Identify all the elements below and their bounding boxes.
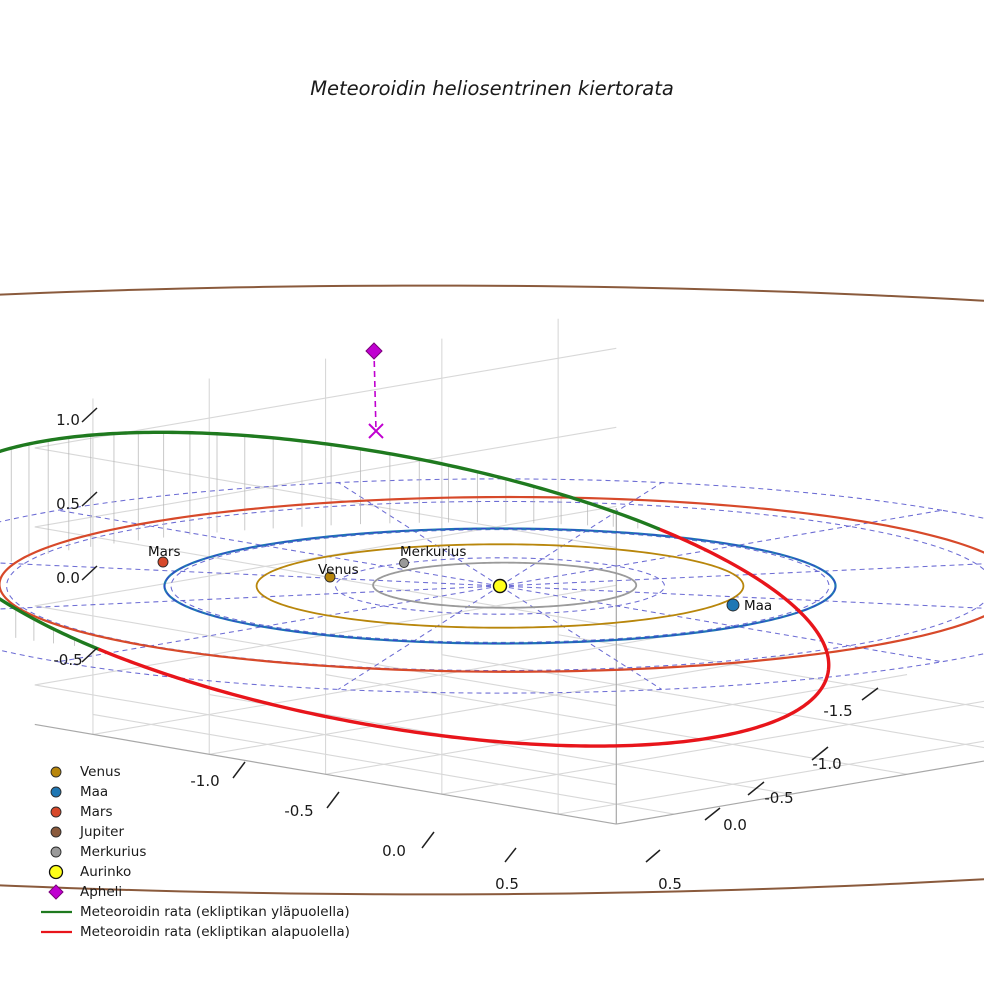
aphelion-drop-line [373, 350, 377, 432]
x-tick-2: -1.0 [190, 772, 219, 790]
legend-marker-dot [50, 826, 62, 838]
body-marker-aurinko [492, 578, 508, 594]
legend-label: Meteoroidin rata (ekliptikan alapuolella… [80, 924, 350, 940]
z-tick-2: 0.0 [56, 569, 80, 587]
legend-label: Mars [80, 804, 113, 820]
legend-item-venus[interactable]: Venus [50, 764, 121, 780]
body-marker-merkurius [399, 558, 409, 568]
body-label-mars: Mars [148, 544, 181, 560]
aphelion-marker [365, 342, 383, 360]
legend-item-maa[interactable]: Maa [50, 784, 108, 800]
legend-marker-sun [48, 864, 64, 880]
legend-label: Merkurius [80, 844, 146, 860]
body-marker-maa [726, 598, 740, 612]
legend-label: Jupiter [79, 824, 124, 840]
legend-label: Maa [80, 784, 108, 800]
z-tick-3: -0.5 [53, 651, 82, 669]
body-marker-mars [157, 556, 169, 568]
x-tick-1: -0.5 [284, 802, 313, 820]
legend-label: Meteoroidin rata (ekliptikan yläpuolella… [80, 904, 350, 920]
axis-tick-labels: 1.0 0.5 0.0 -0.5 0.0 -0.5 -1.0 0.0 -0.5 -1.0 -1.5 0… [53, 407, 879, 893]
legend-label: Venus [80, 764, 121, 780]
x-tick-0: 0.0 [382, 842, 406, 860]
legend-label: Aurinko [80, 864, 131, 880]
body-label-maa: Maa [744, 598, 772, 614]
legend-item-aurinko[interactable]: Aurinko [48, 864, 132, 880]
y-tick-3: -1.5 [823, 702, 852, 720]
legend-marker-diamond [48, 884, 64, 900]
y-tick-2: -1.0 [812, 755, 841, 773]
aphelion-group [365, 342, 384, 439]
legend-item-jupiter[interactable]: Jupiter [50, 824, 124, 840]
legend-marker-dot [50, 806, 62, 818]
page-title: Meteoroidin heliosentrinen kiertorata [310, 77, 674, 100]
polar-grid [0, 478, 984, 694]
body-label-merkurius: Merkurius [400, 544, 466, 560]
y-tick-1: -0.5 [764, 789, 793, 807]
legend-marker-dot [50, 846, 62, 858]
body-label-venus: Venus [318, 562, 359, 578]
legend-item-mars[interactable]: Mars [50, 804, 113, 820]
orbit-stem-lines [10, 432, 639, 646]
legend-item-merkurius[interactable]: Merkurius [50, 844, 146, 860]
z-tick-0: 1.0 [56, 411, 80, 429]
legend-label: Apheli [80, 884, 122, 900]
y-tick-extra-0: 0.5 [658, 875, 682, 893]
legend-marker-dot [50, 766, 62, 778]
y-tick-0: 0.0 [723, 816, 747, 834]
aphelion-projection-cross [368, 423, 384, 439]
legend-marker-dot [50, 786, 62, 798]
x-tick-extra-0: 0.5 [495, 875, 519, 893]
body-markers: Mars Venus Merkurius Maa [148, 544, 772, 614]
planet-orbits [0, 495, 984, 673]
legend-item-meteoroidin-rata-ekliptikan-yl-puolella[interactable]: Meteoroidin rata (ekliptikan yläpuolella… [41, 904, 350, 920]
body-marker-venus [324, 571, 336, 583]
z-tick-1: 0.5 [56, 495, 80, 513]
legend-item-meteoroidin-rata-ekliptikan-alapuolella[interactable]: Meteoroidin rata (ekliptikan alapuolella… [41, 924, 350, 940]
legend: Venus Maa Mars Jupiter Merkurius Aurinko Aphel… [41, 764, 350, 940]
legend-item-apheli[interactable]: Apheli [48, 884, 122, 900]
meteoroid-orbit [0, 430, 831, 748]
